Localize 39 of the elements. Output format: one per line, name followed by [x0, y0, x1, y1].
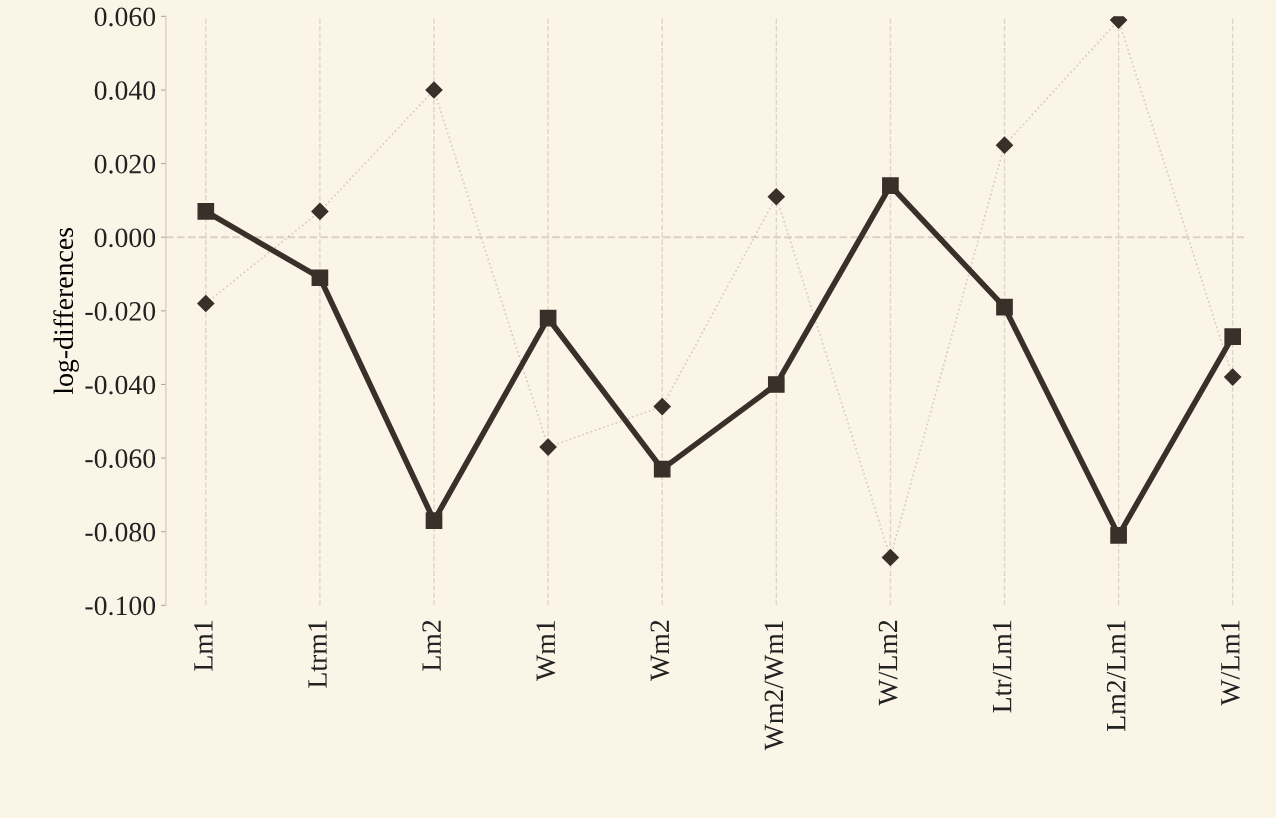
y-tick-label: 0.000 — [94, 228, 156, 248]
x-tick-label: W/Lm2 — [878, 620, 898, 706]
x-tick-label: Wm2/Wm1 — [764, 620, 784, 751]
point — [425, 512, 443, 529]
point — [767, 376, 785, 393]
x-tick-label: Ltrm1 — [308, 620, 327, 688]
y-tick-label: 0.020 — [94, 154, 156, 174]
y-tick-label: -0.100 — [85, 596, 156, 616]
y-tick-label: -0.060 — [85, 449, 156, 469]
y-axis-title: log-differences — [53, 228, 79, 395]
point — [539, 438, 557, 456]
point — [311, 202, 329, 221]
y-tick-label: -0.040 — [85, 375, 156, 395]
point — [767, 188, 785, 206]
point — [1110, 527, 1127, 544]
y-tick-label: -0.020 — [85, 302, 156, 321]
point — [882, 177, 899, 195]
y-tick-label: 0.040 — [94, 81, 156, 101]
point — [311, 269, 329, 287]
point — [197, 294, 215, 313]
point — [1224, 328, 1242, 345]
point — [881, 548, 899, 567]
x-tick-label: W/Lm1 — [1221, 620, 1240, 706]
x-tick-label: Lm2 — [422, 620, 441, 671]
x-tick-label: Lm1 — [194, 620, 213, 671]
point — [995, 136, 1014, 154]
point — [539, 309, 557, 327]
x-tick-label: Wm1 — [536, 620, 556, 681]
x-tick-label: Wm2 — [650, 620, 670, 681]
point — [653, 460, 671, 478]
x-tick-label: Lm2/Lm1 — [1106, 620, 1126, 732]
point — [996, 298, 1013, 316]
point — [425, 81, 443, 99]
x-tick-label: Ltr/Lm1 — [992, 620, 1012, 713]
point — [1224, 368, 1242, 386]
y-tick-label: 0.060 — [94, 7, 156, 27]
point — [197, 203, 215, 220]
point — [653, 397, 671, 416]
y-tick-label: -0.080 — [85, 522, 156, 542]
